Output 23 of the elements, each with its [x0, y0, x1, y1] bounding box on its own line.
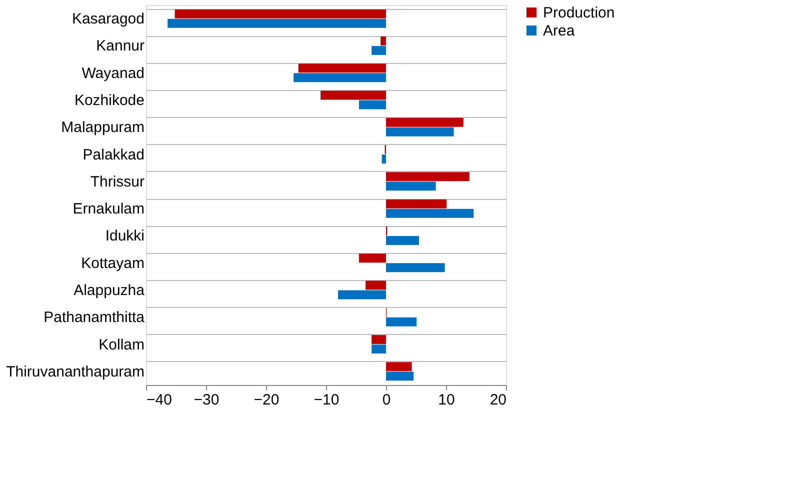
y-tick-label: Kottayam	[81, 254, 144, 272]
y-tick-label: Thrissur	[90, 173, 145, 190]
x-tick-label: −20	[254, 392, 280, 408]
x-tick-label: 0	[382, 392, 391, 408]
y-tick-label: Malappuram	[61, 119, 144, 136]
y-tick-label: Kollam	[98, 336, 144, 354]
y-tick-label: Kozhikode	[74, 92, 144, 109]
x-tick-label: −10	[314, 392, 340, 408]
x-tick-label: 10	[438, 392, 455, 408]
y-tick-label: Ernakulam	[72, 200, 144, 218]
y-tick-label: Wayanad	[82, 64, 144, 82]
y-tick-label: Idukki	[105, 228, 144, 245]
legend-label: Area	[543, 22, 576, 40]
legend-label: Production	[543, 4, 615, 22]
y-tick-label: Alappuzha	[74, 282, 146, 299]
x-tick-label: −30	[194, 392, 220, 408]
y-tick-label: Kannur	[96, 38, 144, 55]
y-tick-label: Kasaragod	[72, 10, 144, 28]
x-tick-label: −40	[146, 392, 172, 408]
y-tick-label: Pathanamthitta	[44, 309, 146, 326]
y-tick-label: Thiruvananthapuram	[6, 363, 144, 380]
y-tick-label: Palakkad	[82, 146, 144, 164]
x-tick-label: 20	[490, 392, 506, 408]
